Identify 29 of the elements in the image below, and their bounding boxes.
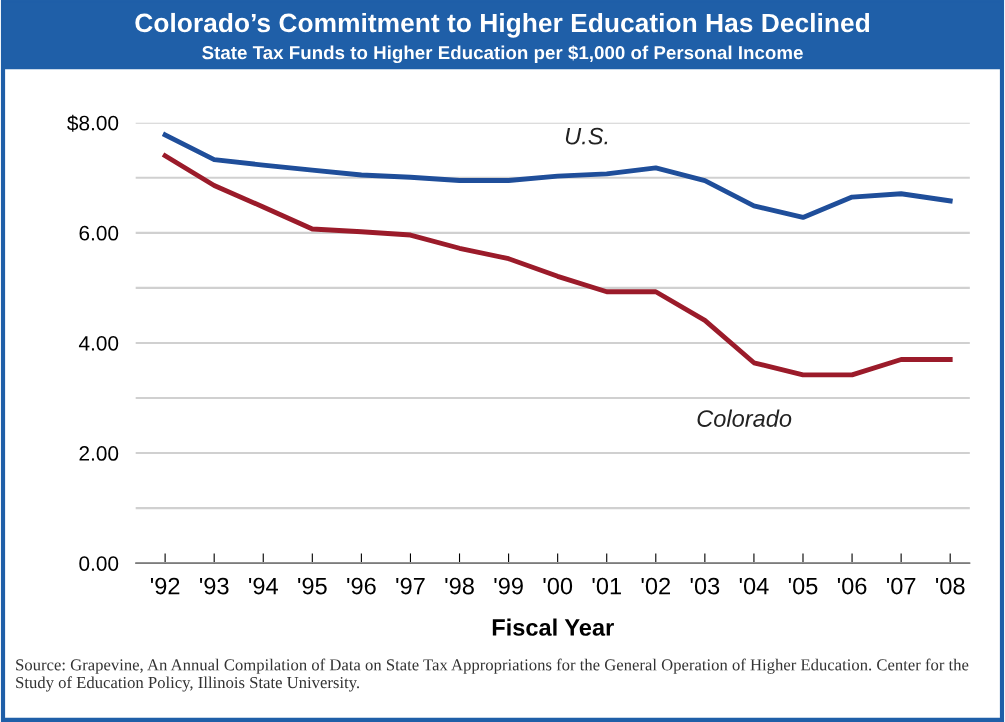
series-label: Colorado [697,409,792,427]
x-tick-label: '92 [150,577,180,595]
line-series [162,153,953,378]
x-tick-label: '07 [886,577,916,595]
y-tick-label: 6.00 [79,225,119,241]
chart-subtitle: State Tax Funds to Higher Education per $1,000 of Personal Income [202,45,803,64]
x-tick-label: '93 [200,577,229,595]
x-tick-label: '00 [543,577,573,595]
x-tick-label: '98 [445,577,474,595]
x-tick-label: '96 [347,577,376,595]
y-tick-label: 0.00 [79,556,119,571]
x-tick-label: '95 [298,577,327,595]
x-tick-label: '05 [788,577,818,595]
x-tick-label: '99 [494,577,523,595]
x-tick-label: '04 [739,577,769,595]
y-tick-label: 2.00 [79,446,119,461]
x-tick-label: '97 [396,577,425,595]
x-tick-label: '02 [641,577,670,595]
x-tick-label: '01 [592,577,621,595]
x-tick-label: '06 [837,577,867,595]
x-tick-label: '03 [690,577,720,595]
x-tick-label: '08 [936,577,965,595]
y-tick-label: 4.00 [78,335,119,351]
y-tick-label: $8.00 [67,114,119,132]
x-axis-title: Fiscal Year [492,618,614,636]
series-label: U.S. [565,127,608,145]
source-note: Source: Grapevine, An Annual Compilation of Data on State Tax Appropriations for the General Operation of Higher Education. Center for the Study of Education Policy, Illinois State University. [16,658,969,692]
x-tick-label: '94 [249,577,278,595]
chart-title: Colorado’s Commitment to Higher Education Has Declined [135,12,870,38]
